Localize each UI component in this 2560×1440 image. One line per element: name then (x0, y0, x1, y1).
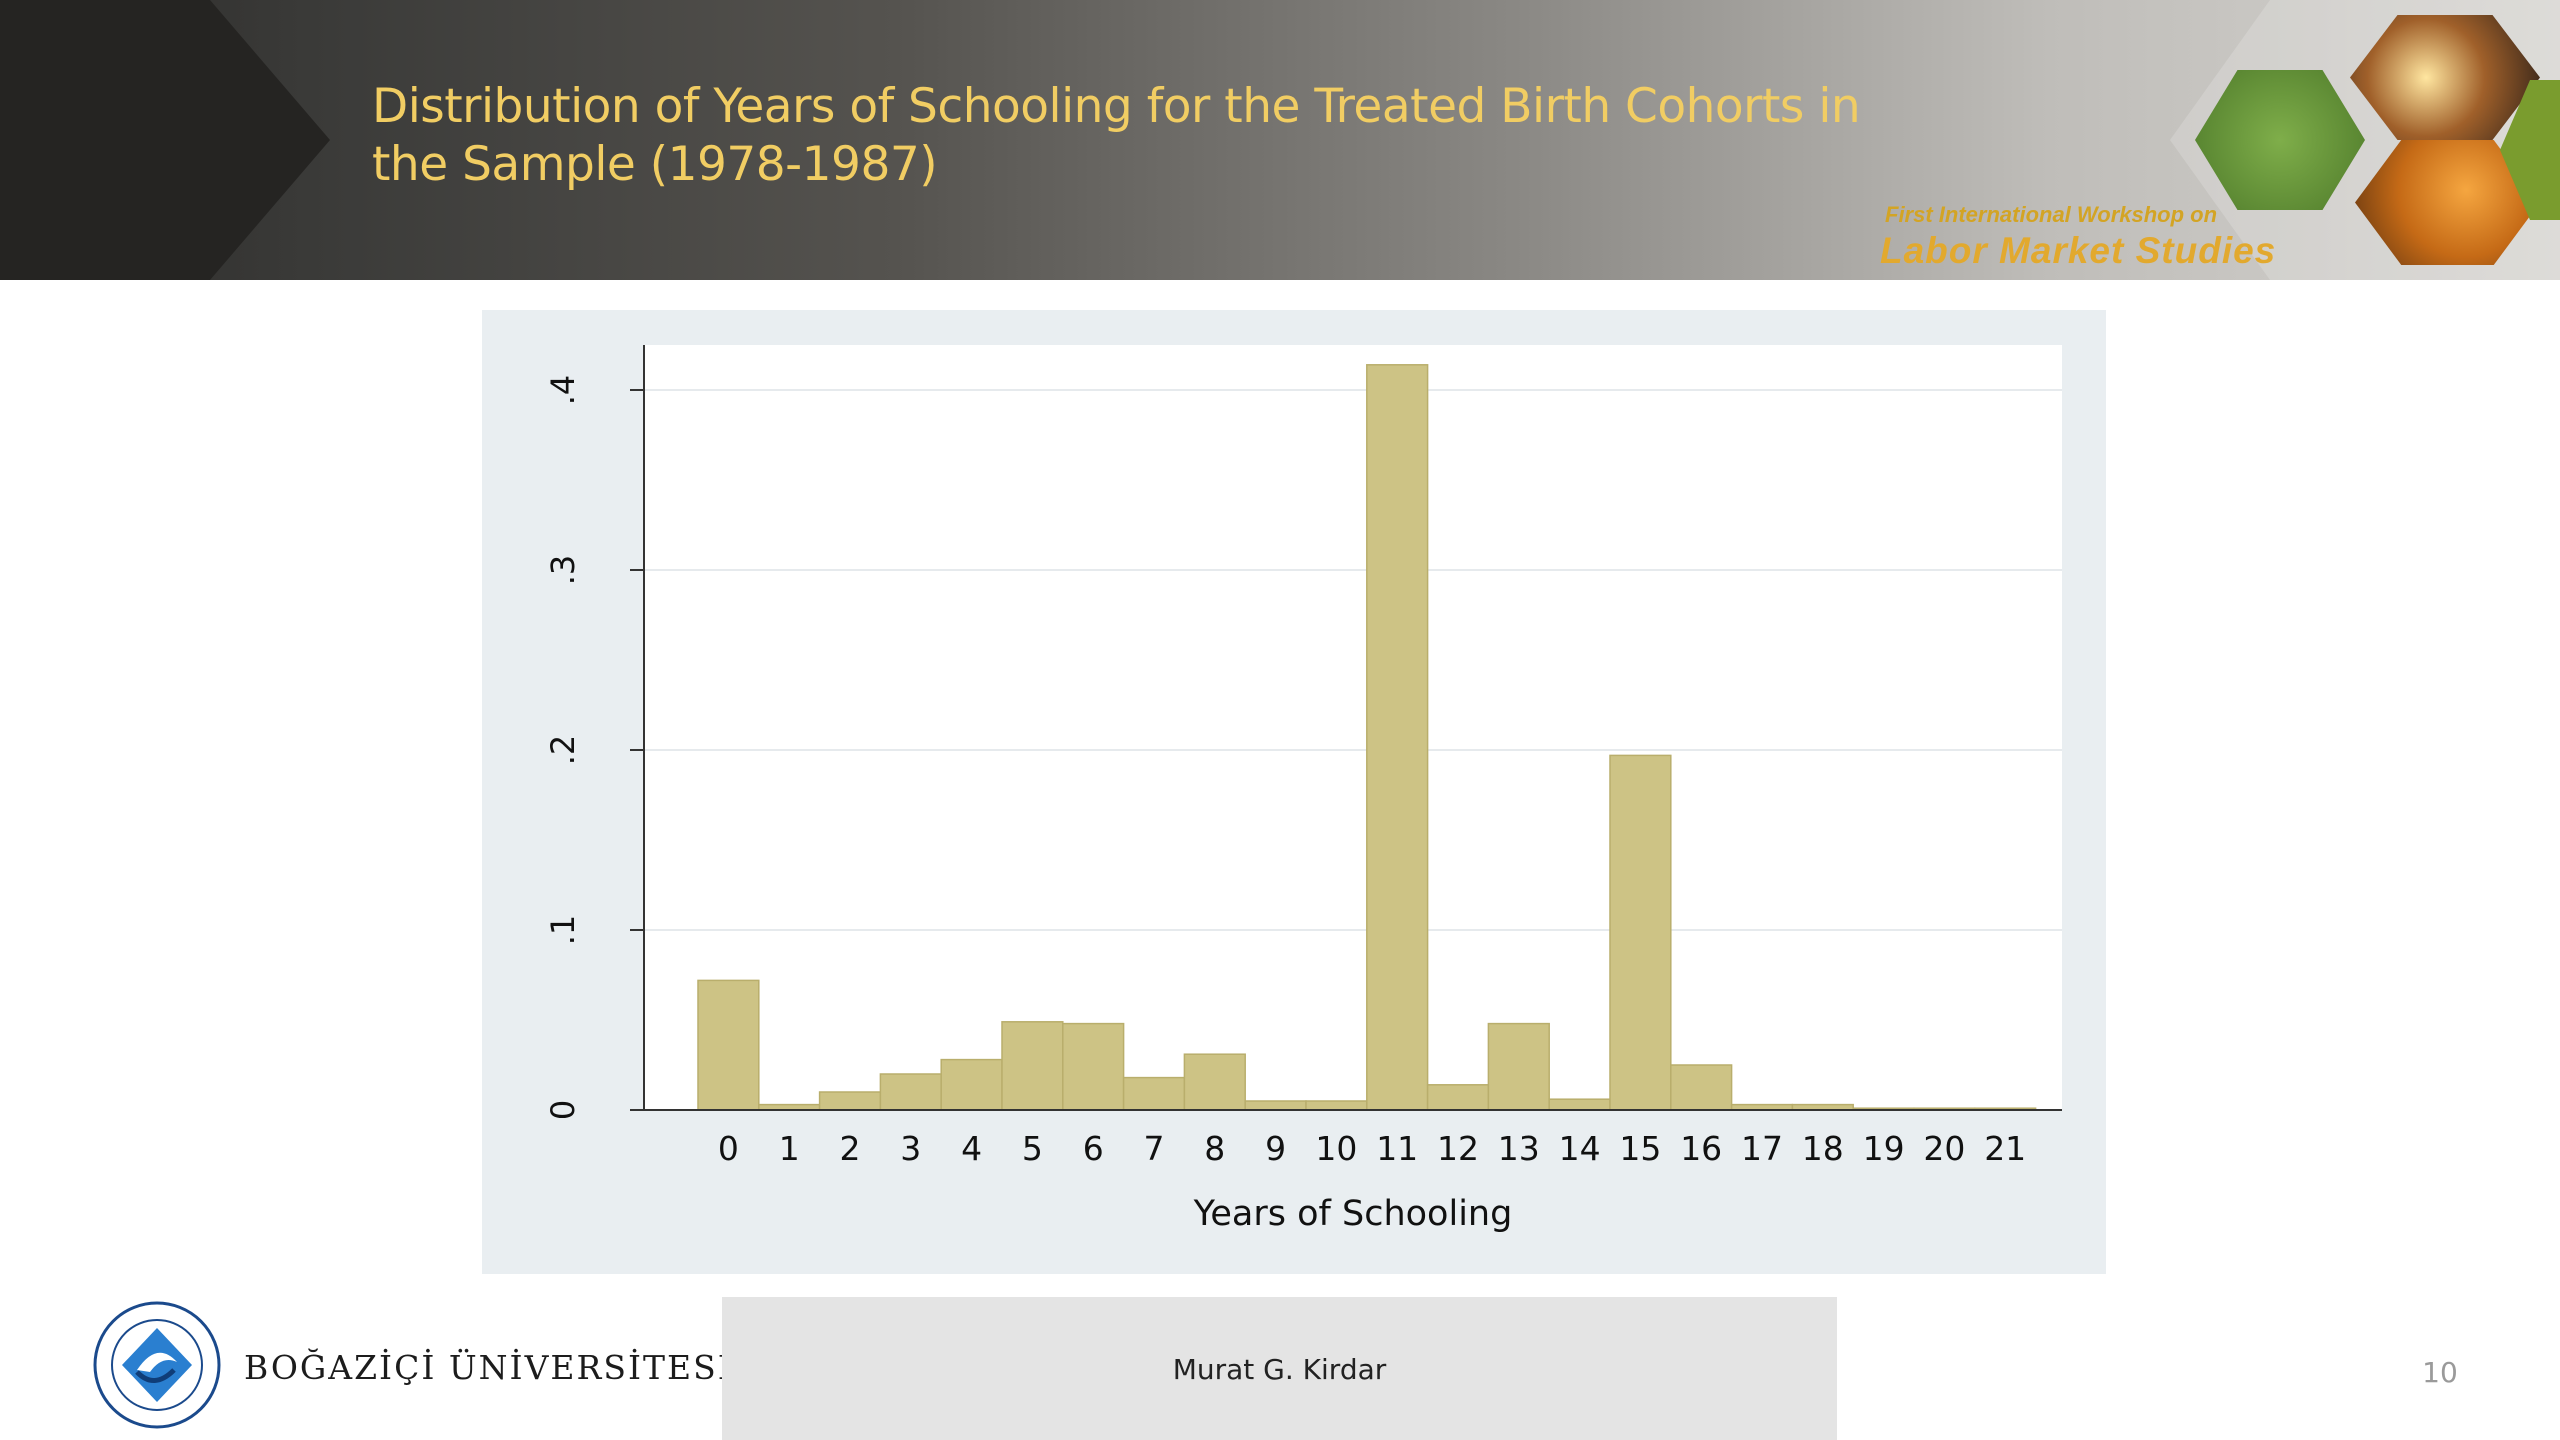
x-tick-label: 2 (840, 1129, 861, 1168)
header-banner: Distribution of Years of Schooling for t… (0, 0, 2560, 280)
histogram-bar (1670, 1064, 1733, 1111)
histogram-bar (697, 979, 760, 1111)
x-tick-label: 4 (961, 1129, 982, 1168)
workshop-title: Labor Market Studies (1880, 230, 2277, 271)
footer-author-box: Murat G. Kirdar (722, 1297, 1837, 1440)
x-tick-label: 11 (1376, 1129, 1418, 1168)
page-number: 10 (2422, 1356, 2458, 1389)
author-name: Murat G. Kirdar (1172, 1353, 1387, 1386)
x-tick-label: 15 (1619, 1129, 1661, 1168)
x-tick-label: 10 (1315, 1129, 1357, 1168)
x-tick-label: 8 (1204, 1129, 1225, 1168)
x-tick-label: 0 (718, 1129, 739, 1168)
x-tick-label: 17 (1741, 1129, 1783, 1168)
workshop-subtitle: First International Workshop on (1885, 202, 2218, 227)
x-tick-label: 14 (1559, 1129, 1601, 1168)
plot-area (644, 345, 2062, 1110)
x-tick-label: 7 (1144, 1129, 1165, 1168)
x-tick-label: 20 (1923, 1129, 1965, 1168)
x-tick-label: 9 (1265, 1129, 1286, 1168)
chart-panel: 0.1.2.3.4 0 1 2 3 4 5 6 7 8 9 10 11 12 13 14 15 16 17 18 19 2… (482, 310, 2106, 1274)
y-tick-label: .3 (544, 555, 582, 586)
x-tick-label: 13 (1498, 1129, 1540, 1168)
histogram-bar (818, 1091, 882, 1111)
histogram-bar (1183, 1053, 1246, 1111)
histogram-bar (1001, 1021, 1064, 1111)
histogram-bar (1305, 1100, 1368, 1111)
histogram-bar (1366, 364, 1429, 1111)
histogram-bar (1548, 1098, 1611, 1111)
histogram-bar (1609, 754, 1672, 1111)
x-tick-label: 19 (1863, 1129, 1905, 1168)
x-tick-label: 12 (1437, 1129, 1479, 1168)
histogram-chart: 0.1.2.3.40 1 2 3 4 5 6 7 8 9 10 11 12 13 14 15 16 17 18 19 2… (544, 345, 2062, 1234)
x-tick-label: 1 (779, 1129, 800, 1168)
y-tick-label: 0 (544, 1100, 582, 1120)
x-axis-title: Years of Schooling (1193, 1194, 1513, 1234)
histogram-bar (1487, 1022, 1550, 1111)
histogram-bar (879, 1073, 942, 1111)
university-name: BOĞAZİÇİ ÜNİVERSİTESİ (244, 1348, 733, 1387)
x-tick-label: 5 (1022, 1129, 1043, 1168)
histogram-bar (1122, 1076, 1186, 1111)
x-tick-label: 6 (1083, 1129, 1104, 1168)
banner-chevron-dark (0, 0, 330, 280)
histogram-bar (1062, 1022, 1125, 1111)
y-tick-label: .4 (544, 375, 582, 406)
x-tick-label: 3 (900, 1129, 921, 1168)
x-tick-label: 16 (1680, 1129, 1722, 1168)
histogram-bar (1244, 1100, 1307, 1111)
histogram-bar (940, 1058, 1003, 1111)
welding-photo-icon (2350, 15, 2540, 140)
y-tick-label: .1 (544, 915, 582, 946)
y-tick-label: .2 (544, 735, 582, 766)
x-tick-label: 18 (1802, 1129, 1844, 1168)
slide-title: Distribution of Years of Schooling for t… (372, 79, 1861, 192)
histogram-bar (1426, 1084, 1490, 1111)
x-tick-label: 21 (1984, 1129, 2026, 1168)
university-seal-logo-icon (93, 1301, 221, 1429)
